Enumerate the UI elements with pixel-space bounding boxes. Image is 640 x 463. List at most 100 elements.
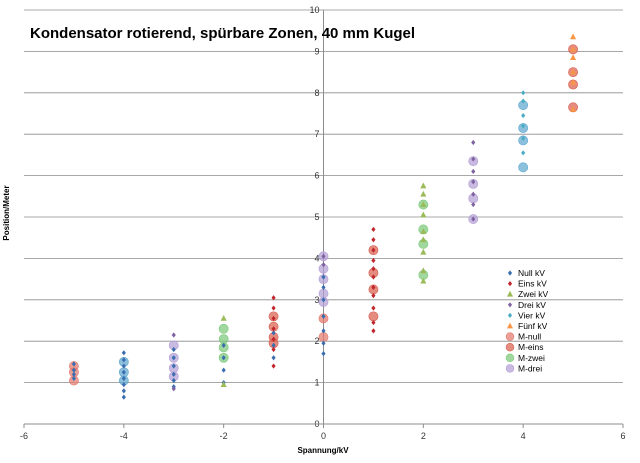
data-point xyxy=(570,68,577,75)
data-point xyxy=(271,336,276,342)
data-point xyxy=(521,135,526,141)
data-point xyxy=(371,226,376,233)
data-point xyxy=(570,45,577,52)
data-point xyxy=(521,112,526,119)
y-tick-label: 1 xyxy=(314,378,319,388)
data-point xyxy=(218,334,229,345)
data-point xyxy=(371,247,376,253)
data-point xyxy=(171,386,176,392)
legend-entry: Null kV xyxy=(518,268,545,278)
data-point xyxy=(420,201,427,207)
data-point xyxy=(321,262,326,268)
data-point xyxy=(271,295,276,301)
legend-marker xyxy=(507,281,513,287)
x-tick-label: -4 xyxy=(120,431,128,441)
data-point xyxy=(371,284,376,290)
data-point xyxy=(371,305,376,311)
data-point xyxy=(471,168,476,175)
data-point xyxy=(221,367,226,373)
data-point xyxy=(121,394,126,400)
data-point xyxy=(521,98,526,104)
data-point xyxy=(171,363,176,369)
data-point xyxy=(371,293,376,299)
data-point xyxy=(420,190,427,197)
data-point xyxy=(121,350,126,356)
y-tick-label: 9 xyxy=(314,46,319,56)
legend-entry: M-drei xyxy=(518,363,542,373)
x-tick-label: -2 xyxy=(220,431,228,441)
data-point xyxy=(271,363,276,369)
legend-entry: Zwei kV xyxy=(518,289,549,299)
data-point xyxy=(171,377,176,384)
y-tick-label: 4 xyxy=(314,253,319,263)
data-point xyxy=(121,357,126,363)
data-point xyxy=(420,277,427,284)
data-point xyxy=(271,315,276,322)
data-point xyxy=(321,297,326,303)
data-point xyxy=(371,257,376,264)
y-tick-label: 8 xyxy=(314,88,319,98)
data-point xyxy=(521,150,526,156)
data-point xyxy=(121,369,126,375)
data-point xyxy=(218,323,229,334)
data-point xyxy=(221,355,226,361)
legend-marker xyxy=(505,332,515,341)
y-tick-label: 2 xyxy=(314,336,319,346)
data-point xyxy=(368,311,379,322)
data-point xyxy=(220,315,227,321)
data-point xyxy=(318,288,329,299)
x-tick-label: -6 xyxy=(20,431,28,441)
data-point xyxy=(420,182,427,189)
legend-marker xyxy=(507,270,513,276)
legend-marker xyxy=(505,353,515,363)
data-point xyxy=(420,236,427,243)
data-point xyxy=(371,266,376,272)
data-point xyxy=(471,139,476,146)
data-point xyxy=(271,346,276,353)
data-point xyxy=(321,253,326,259)
data-point xyxy=(271,330,276,336)
data-point xyxy=(321,274,326,280)
data-point xyxy=(521,90,526,96)
data-point xyxy=(271,355,276,361)
data-point xyxy=(121,363,126,369)
data-point xyxy=(471,216,476,222)
data-point xyxy=(318,332,329,342)
data-point xyxy=(121,375,126,382)
data-point xyxy=(518,162,529,173)
legend-marker xyxy=(505,342,515,352)
data-point xyxy=(71,367,76,373)
legend-entry: Eins kV xyxy=(518,279,547,289)
y-tick-label: 6 xyxy=(314,171,319,181)
legend-entry: Vier kV xyxy=(518,310,546,320)
y-axis-label: Position/Meter xyxy=(2,185,11,240)
data-point xyxy=(271,342,276,348)
data-point xyxy=(271,326,276,332)
data-point xyxy=(420,248,427,255)
data-point xyxy=(321,328,326,334)
data-point xyxy=(371,328,376,334)
data-point xyxy=(71,361,76,367)
data-point xyxy=(420,228,427,234)
data-point xyxy=(471,179,476,185)
legend-entry: Fünf kV xyxy=(518,321,548,331)
data-points xyxy=(69,33,578,400)
data-point xyxy=(371,274,376,280)
data-point xyxy=(420,211,427,218)
data-point xyxy=(171,371,176,377)
data-point xyxy=(321,313,326,319)
legend-marker xyxy=(507,302,513,308)
legend-entry: M-eins xyxy=(518,342,544,352)
y-tick-label: 7 xyxy=(314,129,319,139)
y-tick-label: 10 xyxy=(309,5,319,15)
data-point xyxy=(121,388,126,394)
y-tick-label: 5 xyxy=(314,212,319,222)
legend-entry: M-null xyxy=(518,332,541,342)
data-point xyxy=(570,54,577,60)
data-point xyxy=(220,381,227,388)
data-point xyxy=(171,355,176,361)
data-point xyxy=(321,340,326,346)
data-point xyxy=(321,351,326,357)
